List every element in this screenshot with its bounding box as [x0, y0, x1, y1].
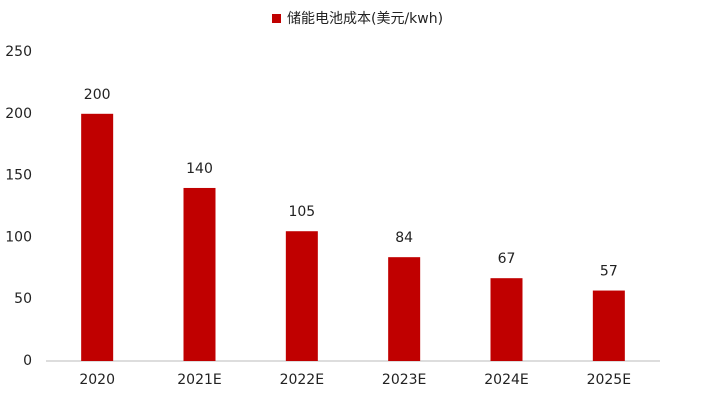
bar [285, 231, 318, 361]
y-tick-label: 250 [5, 44, 32, 60]
data-label: 200 [84, 87, 111, 103]
bar [592, 290, 625, 361]
x-tick-label: 2020 [79, 372, 115, 388]
y-tick-label: 200 [5, 106, 32, 122]
x-tick-label: 2021E [177, 372, 221, 388]
y-tick-label: 150 [5, 168, 32, 184]
bar [81, 113, 114, 361]
data-label: 140 [186, 161, 213, 177]
x-tick-label: 2024E [484, 372, 528, 388]
bar [388, 257, 421, 361]
y-tick-label: 0 [23, 353, 32, 369]
data-label: 57 [600, 264, 618, 280]
data-label: 84 [395, 230, 413, 246]
bar [490, 278, 523, 361]
y-tick-label: 100 [5, 229, 32, 245]
legend-label: 储能电池成本(美元/kwh) [287, 11, 443, 27]
legend-swatch [272, 14, 281, 23]
x-tick-label: 2023E [382, 372, 426, 388]
data-label: 105 [288, 204, 315, 220]
data-label: 67 [498, 251, 516, 267]
y-tick-label: 50 [14, 291, 32, 307]
bar [183, 187, 216, 361]
x-tick-label: 2025E [587, 372, 631, 388]
x-tick-label: 2022E [280, 372, 324, 388]
